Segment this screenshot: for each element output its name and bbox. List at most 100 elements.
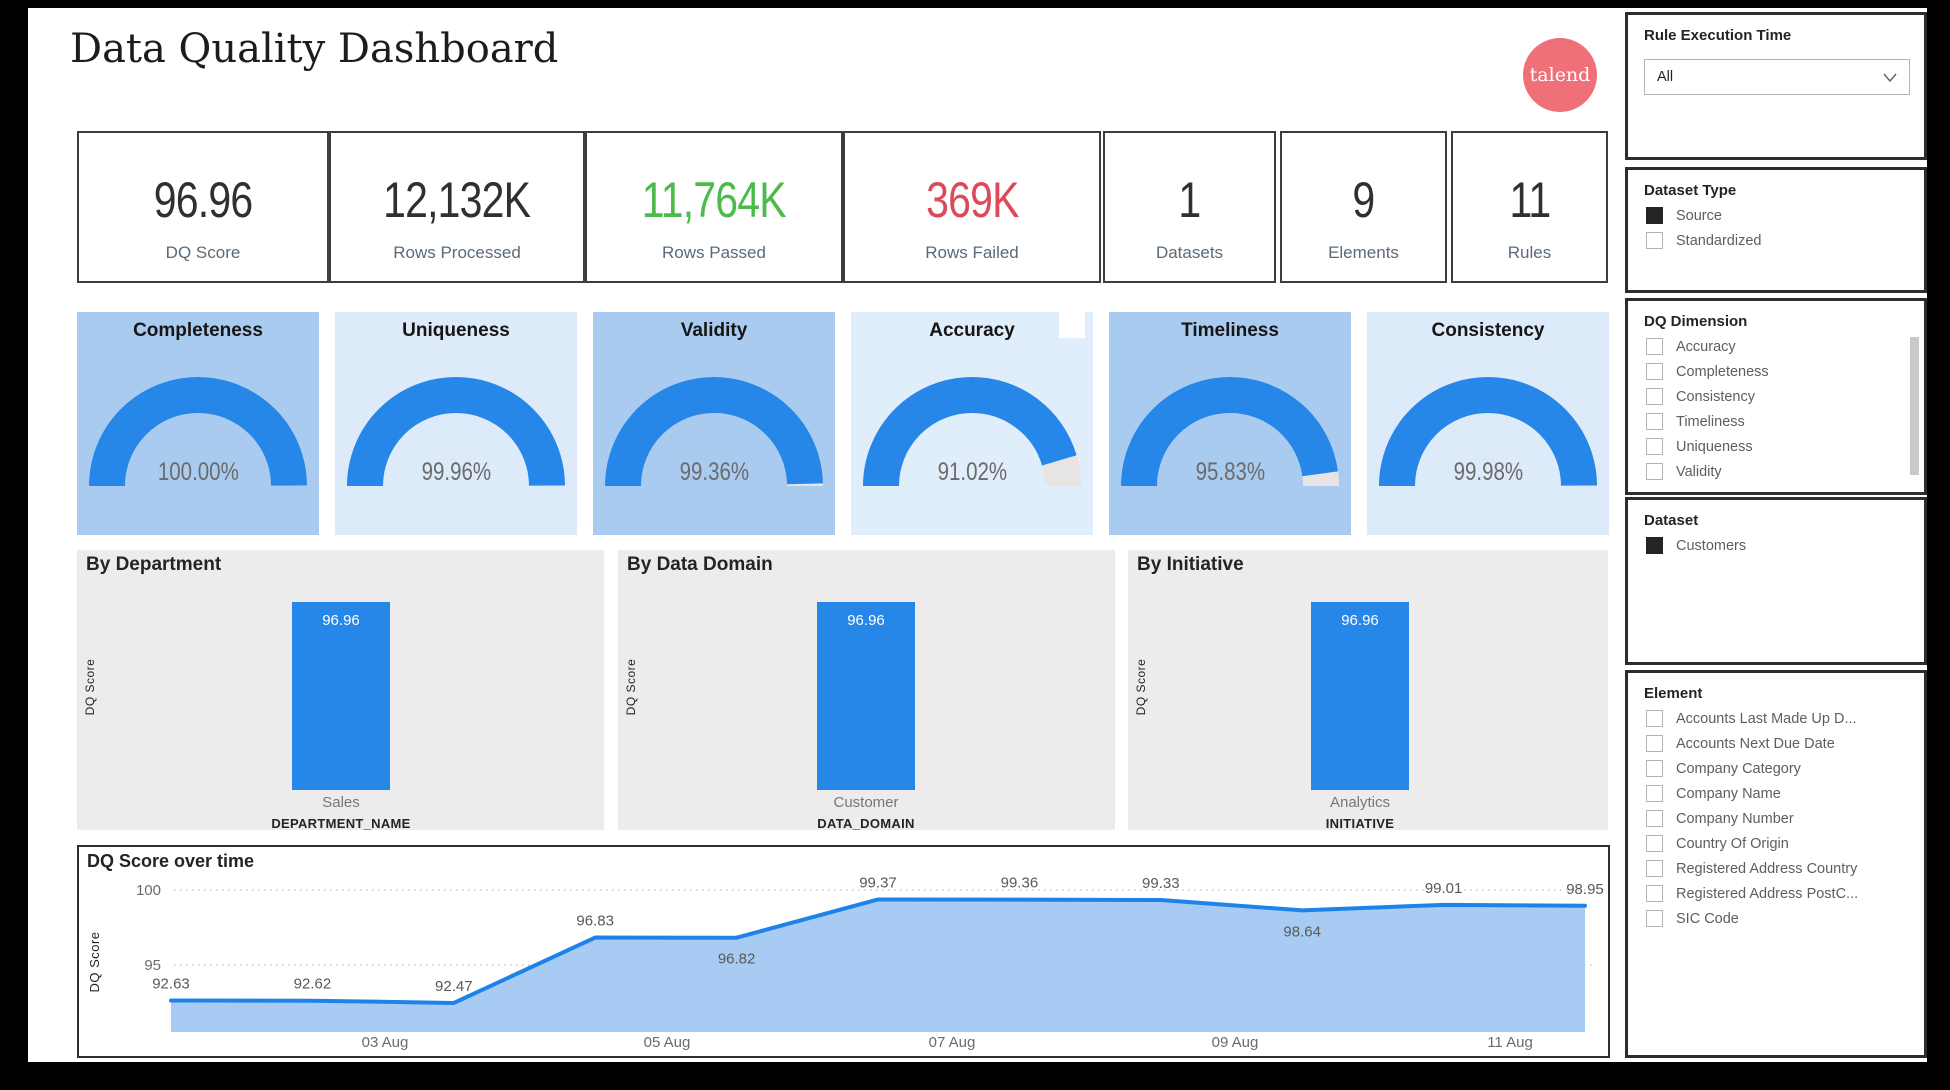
dropdown-value: All — [1657, 69, 1674, 85]
gauge-completeness[interactable]: Completeness 100.00% — [77, 312, 319, 535]
gauge-validity[interactable]: Validity 99.36% — [593, 312, 835, 535]
gauge-accuracy[interactable]: Accuracy 91.02% — [851, 312, 1093, 535]
kpi-value: 12,132K — [383, 172, 531, 228]
checkbox-icon[interactable] — [1646, 760, 1663, 777]
checkbox-label: Accounts Last Made Up D... — [1676, 710, 1857, 727]
checkbox-icon[interactable] — [1646, 785, 1663, 802]
chevron-down-icon — [1883, 73, 1897, 82]
checkbox-label: Customers — [1676, 537, 1747, 554]
category-label: Analytics — [1329, 794, 1391, 811]
bar-value-label: 96.96 — [322, 612, 360, 629]
checkbox-row-timeliness[interactable]: Timeliness — [1628, 409, 1924, 434]
checkbox-icon[interactable] — [1646, 810, 1663, 827]
gauge-timeliness[interactable]: Timeliness 95.83% — [1109, 312, 1351, 535]
checkbox-label: Standardized — [1676, 232, 1762, 249]
bar-analytics[interactable]: 96.96 — [1311, 602, 1409, 790]
checkbox-icon[interactable] — [1646, 835, 1663, 852]
checkbox-label: Source — [1676, 207, 1722, 224]
checkbox-row-consistency[interactable]: Consistency — [1628, 384, 1924, 409]
checkbox-icon[interactable] — [1646, 363, 1663, 380]
gauge-value: 91.02% — [937, 458, 1007, 486]
checkbox-row-registered-address-postcode[interactable]: Registered Address PostC... — [1628, 881, 1924, 906]
x-axis-title: DEPARTMENT_NAME — [271, 816, 411, 831]
gauge-value: 100.00% — [157, 458, 239, 486]
panel-element: Element Accounts Last Made Up D... Accou… — [1625, 670, 1927, 1058]
checkbox-row-registered-address-country[interactable]: Registered Address Country — [1628, 856, 1924, 881]
checkbox-row-completeness[interactable]: Completeness — [1628, 359, 1924, 384]
y-axis-title: DQ Score — [624, 658, 638, 716]
checkbox-icon[interactable] — [1646, 463, 1663, 480]
gauge-value: 99.96% — [421, 458, 491, 486]
gauge-arc — [1379, 377, 1597, 487]
gauge-value: 95.83% — [1195, 458, 1265, 486]
svg-text:92.47: 92.47 — [435, 978, 473, 995]
checkbox-row-sic-code[interactable]: SIC Code — [1628, 906, 1924, 931]
svg-text:96.83: 96.83 — [576, 913, 614, 930]
gauge-title: Timeliness — [1181, 320, 1279, 341]
y-axis-title: DQ Score — [83, 658, 97, 716]
kpi-card-rules: 11 Rules — [1451, 131, 1608, 283]
kpi-value: 1 — [1178, 172, 1202, 228]
checkbox-row-standardized[interactable]: Standardized — [1628, 228, 1924, 253]
checkbox-icon[interactable] — [1646, 710, 1663, 727]
checkbox-row-validity[interactable]: Validity — [1628, 459, 1924, 484]
checkbox-icon[interactable] — [1646, 207, 1663, 224]
gauge-arc — [863, 377, 1081, 487]
svg-text:96.82: 96.82 — [718, 951, 756, 968]
checkbox-label: Uniqueness — [1676, 438, 1753, 455]
checkbox-icon[interactable] — [1646, 910, 1663, 927]
kpi-label: Rows Processed — [393, 243, 521, 262]
checkbox-icon[interactable] — [1646, 860, 1663, 877]
checkbox-row-accounts-last-made-up[interactable]: Accounts Last Made Up D... — [1628, 706, 1924, 731]
svg-text:99.37: 99.37 — [859, 874, 897, 891]
gauge-title: Uniqueness — [402, 320, 510, 341]
svg-text:100: 100 — [136, 882, 161, 899]
checkbox-icon[interactable] — [1646, 735, 1663, 752]
gauge-value: 99.36% — [679, 458, 749, 486]
scrollbar[interactable] — [1910, 337, 1919, 475]
checkbox-row-accuracy[interactable]: Accuracy — [1628, 334, 1924, 359]
rule-execution-time-dropdown[interactable]: All — [1644, 59, 1910, 95]
svg-text:03 Aug: 03 Aug — [362, 1034, 409, 1051]
checkbox-icon[interactable] — [1646, 537, 1663, 554]
checkbox-icon[interactable] — [1646, 388, 1663, 405]
checkbox-icon[interactable] — [1646, 338, 1663, 355]
kpi-card-dq-score: 96.96 DQ Score — [77, 131, 329, 283]
panel-rule-execution-time: Rule Execution Time All — [1625, 12, 1927, 160]
x-axis-title: INITIATIVE — [1325, 816, 1395, 831]
bar-sales[interactable]: 96.96 — [292, 602, 390, 790]
checkbox-row-company-name[interactable]: Company Name — [1628, 781, 1924, 806]
checkbox-row-customers[interactable]: Customers — [1628, 533, 1924, 558]
chart-dq-score-over-time[interactable]: 100 95 92.63 92.62 92.47 96.83 96.82 99.37 99.36… — [77, 845, 1610, 1058]
checkbox-row-country-of-origin[interactable]: Country Of Origin — [1628, 831, 1924, 856]
checkbox-row-accounts-next-due-date[interactable]: Accounts Next Due Date — [1628, 731, 1924, 756]
svg-text:92.63: 92.63 — [152, 976, 190, 993]
checkbox-row-uniqueness[interactable]: Uniqueness — [1628, 434, 1924, 459]
gauge-title: Validity — [680, 320, 748, 341]
svg-text:DQ Score: DQ Score — [87, 931, 102, 992]
checkbox-icon[interactable] — [1646, 232, 1663, 249]
checkbox-label: Completeness — [1676, 363, 1769, 380]
kpi-label: Rules — [1507, 243, 1552, 262]
checkbox-icon[interactable] — [1646, 438, 1663, 455]
chart-by-data-domain: By Data Domain DQ Score 96.96 Customer D… — [618, 550, 1115, 831]
checkbox-icon[interactable] — [1646, 885, 1663, 902]
checkbox-icon[interactable] — [1646, 413, 1663, 430]
kpi-value: 11 — [1509, 172, 1551, 228]
gauge-consistency[interactable]: Consistency 99.98% — [1367, 312, 1609, 535]
chart-title: DQ Score over time — [87, 851, 255, 871]
svg-text:07 Aug: 07 Aug — [929, 1034, 976, 1051]
kpi-value: 11,764K — [642, 172, 787, 228]
gauge-uniqueness[interactable]: Uniqueness 99.96% — [335, 312, 577, 535]
dashboard-canvas: Data Quality Dashboard talend 96.96 DQ S… — [28, 8, 1927, 1062]
bar-customer[interactable]: 96.96 — [817, 602, 915, 790]
kpi-label: Rows Failed — [925, 243, 1019, 262]
gauge-arc — [1121, 377, 1339, 487]
checkbox-row-company-number[interactable]: Company Number — [1628, 806, 1924, 831]
checkbox-row-source[interactable]: Source — [1628, 203, 1924, 228]
svg-text:99.01: 99.01 — [1425, 880, 1463, 897]
checkbox-label: Company Category — [1676, 760, 1801, 777]
slicer-title: Rule Execution Time — [1644, 27, 1792, 44]
kpi-card-rows-processed: 12,132K Rows Processed — [329, 131, 585, 283]
checkbox-row-company-category[interactable]: Company Category — [1628, 756, 1924, 781]
